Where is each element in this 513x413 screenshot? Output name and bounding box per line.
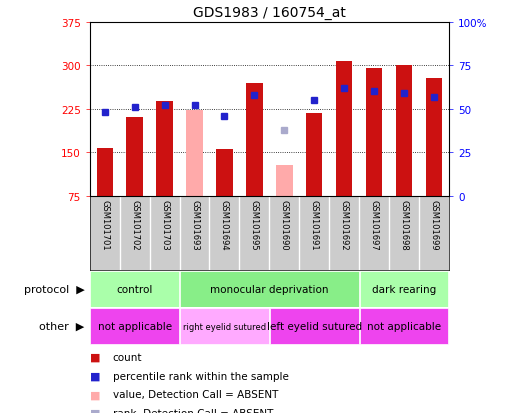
Text: right eyelid sutured: right eyelid sutured	[183, 322, 266, 331]
Text: GSM101697: GSM101697	[369, 200, 379, 251]
Bar	[180, 309, 269, 344]
Bar	[336, 62, 352, 196]
Text: count: count	[113, 352, 143, 362]
Bar	[426, 79, 442, 196]
Text: ■: ■	[90, 352, 100, 362]
Text: GSM101691: GSM101691	[310, 200, 319, 250]
Bar	[360, 309, 448, 344]
Text: GSM101690: GSM101690	[280, 200, 289, 250]
Bar	[246, 83, 263, 196]
Bar	[180, 271, 359, 307]
Bar	[366, 69, 382, 196]
Text: control: control	[116, 284, 153, 294]
Text: ■: ■	[90, 408, 100, 413]
Bar	[126, 118, 143, 196]
Text: GSM101692: GSM101692	[340, 200, 349, 250]
Text: GSM101702: GSM101702	[130, 200, 139, 250]
Text: ■: ■	[90, 371, 100, 381]
Text: GSM101698: GSM101698	[400, 200, 408, 251]
Text: not applicable: not applicable	[97, 321, 172, 331]
Text: GSM101694: GSM101694	[220, 200, 229, 250]
Bar	[360, 271, 448, 307]
Text: GSM101693: GSM101693	[190, 200, 199, 251]
Text: GSM101701: GSM101701	[100, 200, 109, 250]
Bar	[270, 309, 359, 344]
Bar	[396, 66, 412, 196]
Text: GSM101695: GSM101695	[250, 200, 259, 250]
Text: protocol  ▶: protocol ▶	[24, 284, 85, 294]
Text: not applicable: not applicable	[367, 321, 441, 331]
Text: GSM101703: GSM101703	[160, 200, 169, 251]
Text: value, Detection Call = ABSENT: value, Detection Call = ABSENT	[113, 389, 278, 399]
Text: ■: ■	[90, 389, 100, 399]
Bar	[96, 148, 113, 196]
Title: GDS1983 / 160754_at: GDS1983 / 160754_at	[193, 6, 346, 20]
Bar	[306, 114, 323, 196]
Text: left eyelid sutured: left eyelid sutured	[267, 321, 362, 331]
Bar	[90, 271, 179, 307]
Text: monocular deprivation: monocular deprivation	[210, 284, 328, 294]
Bar	[216, 150, 233, 196]
Text: percentile rank within the sample: percentile rank within the sample	[113, 371, 289, 381]
Bar	[90, 309, 179, 344]
Bar	[276, 166, 292, 196]
Text: other  ▶: other ▶	[40, 321, 85, 331]
Text: dark rearing: dark rearing	[372, 284, 436, 294]
Text: rank, Detection Call = ABSENT: rank, Detection Call = ABSENT	[113, 408, 273, 413]
Text: GSM101699: GSM101699	[429, 200, 439, 250]
Bar	[186, 111, 203, 196]
Bar	[156, 102, 173, 196]
